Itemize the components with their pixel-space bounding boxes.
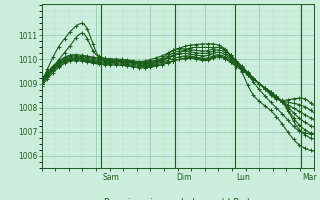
Text: Pression niveau de la mer( hPa ): Pression niveau de la mer( hPa ): [104, 198, 251, 200]
Text: Mar: Mar: [303, 173, 317, 182]
Text: Dim: Dim: [176, 173, 192, 182]
Text: Sam: Sam: [103, 173, 120, 182]
Text: Lun: Lun: [236, 173, 250, 182]
